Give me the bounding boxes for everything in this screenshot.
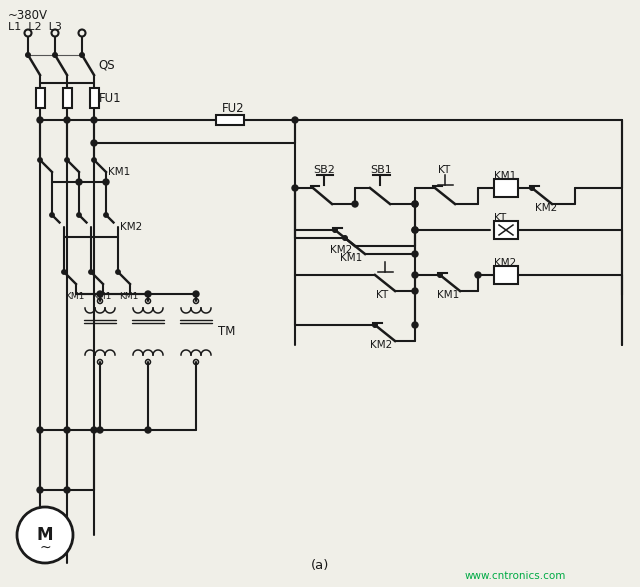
Circle shape [37, 487, 43, 493]
Circle shape [37, 427, 43, 433]
Bar [494, 221, 518, 239]
Circle shape [89, 270, 93, 274]
Text: KM1: KM1 [437, 290, 460, 300]
Circle shape [412, 288, 418, 294]
Circle shape [97, 427, 103, 433]
Text: KM2: KM2 [120, 222, 142, 232]
Text: KT: KT [438, 165, 451, 175]
Circle shape [352, 201, 358, 207]
Circle shape [17, 507, 73, 563]
Circle shape [65, 158, 69, 162]
Circle shape [76, 179, 82, 185]
Text: KM1: KM1 [92, 292, 111, 301]
Text: KM1: KM1 [340, 253, 362, 263]
Text: SB1: SB1 [370, 165, 392, 175]
Circle shape [80, 53, 84, 58]
Circle shape [412, 322, 418, 328]
Circle shape [91, 140, 97, 146]
Circle shape [342, 236, 348, 240]
Bar [216, 115, 244, 125]
Text: KM1: KM1 [119, 292, 138, 301]
Circle shape [412, 227, 418, 233]
Text: KM2: KM2 [330, 245, 352, 255]
Circle shape [292, 185, 298, 191]
Bar [63, 88, 72, 108]
Circle shape [412, 227, 418, 233]
Circle shape [50, 213, 54, 217]
Bar [90, 88, 99, 108]
Circle shape [372, 323, 378, 328]
Text: KM2: KM2 [535, 203, 557, 213]
Circle shape [64, 117, 70, 123]
Circle shape [62, 270, 66, 274]
Circle shape [412, 201, 418, 207]
Text: ~380V: ~380V [8, 8, 48, 22]
Circle shape [64, 427, 70, 433]
Circle shape [92, 158, 96, 162]
Text: QS: QS [98, 59, 115, 72]
Circle shape [37, 117, 43, 123]
Circle shape [104, 213, 108, 217]
Circle shape [475, 272, 481, 278]
Text: www.cntronics.com: www.cntronics.com [465, 571, 566, 581]
Text: KM1: KM1 [65, 292, 84, 301]
Text: (a): (a) [311, 558, 329, 572]
Circle shape [412, 272, 418, 278]
Circle shape [193, 291, 199, 297]
Circle shape [438, 273, 442, 277]
Text: KM2: KM2 [370, 340, 392, 350]
Text: M: M [36, 526, 53, 544]
Circle shape [145, 427, 151, 433]
Circle shape [530, 185, 534, 190]
Text: KT: KT [494, 213, 506, 223]
Text: KM1: KM1 [108, 167, 131, 177]
Circle shape [412, 201, 418, 207]
Text: KT: KT [376, 290, 388, 300]
Text: ~: ~ [39, 541, 51, 555]
Circle shape [77, 213, 81, 217]
Circle shape [412, 251, 418, 257]
Circle shape [26, 53, 30, 58]
Text: TM: TM [218, 325, 236, 338]
Circle shape [91, 427, 97, 433]
Bar [35, 88, 45, 108]
Circle shape [91, 117, 97, 123]
Text: L1  L2  L3: L1 L2 L3 [8, 22, 62, 32]
Text: KM1: KM1 [494, 171, 516, 181]
Circle shape [38, 158, 42, 162]
Circle shape [97, 291, 103, 297]
Text: FU2: FU2 [222, 102, 244, 114]
Circle shape [64, 487, 70, 493]
Circle shape [103, 179, 109, 185]
Circle shape [333, 228, 337, 232]
Bar [494, 266, 518, 284]
Text: SB2: SB2 [313, 165, 335, 175]
Text: KM2: KM2 [494, 258, 516, 268]
Bar [494, 179, 518, 197]
Circle shape [145, 291, 151, 297]
Circle shape [292, 117, 298, 123]
Text: FU1: FU1 [99, 92, 122, 104]
Circle shape [52, 53, 58, 58]
Circle shape [116, 270, 120, 274]
